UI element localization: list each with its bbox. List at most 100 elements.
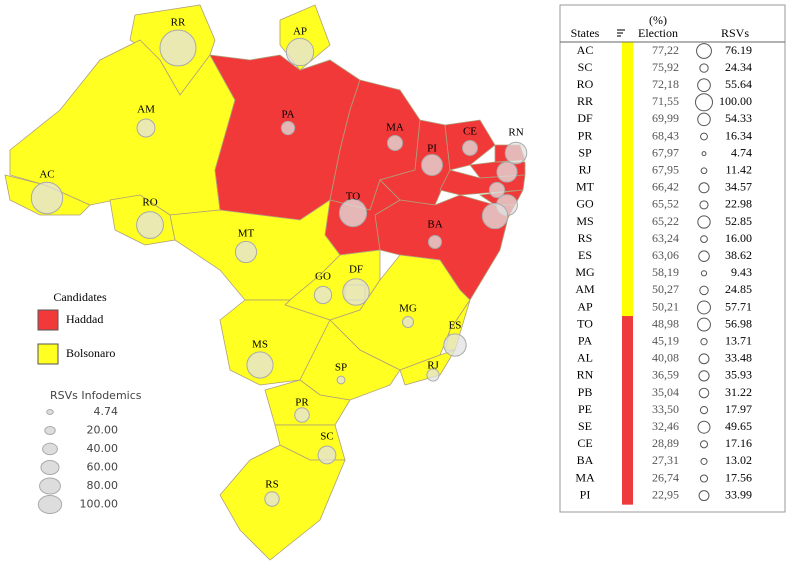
table-bubble: [697, 300, 711, 315]
election-bar: [622, 350, 633, 368]
election-bar: [622, 127, 633, 146]
state-label: AM: [137, 104, 155, 116]
table-bubble: [697, 78, 711, 93]
election-bar: [622, 384, 633, 403]
table-bubble: [699, 440, 709, 449]
election-bar: [622, 76, 633, 95]
map-bubble: [426, 368, 440, 382]
election-bar: [622, 367, 633, 385]
state-label: MG: [399, 303, 417, 315]
table-election: 36,59: [652, 368, 679, 382]
size-legend-label: 40.00: [87, 442, 119, 455]
map-bubble: [336, 375, 346, 385]
table-election: 67,95: [652, 162, 679, 176]
table-state: RR: [577, 94, 593, 108]
legend-label: Bolsonaro: [66, 346, 115, 360]
map-bubble: [386, 134, 404, 152]
table-rsv: 33.99: [725, 487, 752, 501]
size-legend-label: 4.74: [94, 405, 119, 418]
table-election: 68,43: [652, 128, 679, 142]
state-label: PA: [281, 109, 294, 121]
table-rsv: 17.56: [725, 470, 752, 484]
size-legend-title: RSVs Infodemics: [50, 389, 142, 402]
table-rsv: 13.02: [725, 453, 752, 467]
table-rsv: 31.22: [725, 385, 752, 399]
election-bar: [622, 162, 633, 180]
map-bubble: [342, 278, 370, 306]
table-rsv: 35.93: [725, 368, 752, 382]
table-election: 65,52: [652, 197, 679, 211]
state-region: [399, 349, 456, 386]
table-rsv: 24.85: [725, 282, 752, 296]
size-legend-label: 60.00: [87, 461, 119, 474]
table-bubble: [698, 182, 710, 194]
table-state: DF: [577, 111, 593, 125]
table-rsv: 17.16: [725, 436, 752, 450]
map: RR AP AM PA MA CE RN PI AC TO RO MT BA GO DF MG ES MS SP RJ…: [4, 4, 528, 561]
table-state: CE: [577, 436, 592, 450]
legend-title: Candidates: [53, 290, 107, 304]
map-bubble: [136, 118, 156, 138]
table-election: 50,27: [652, 282, 679, 296]
election-bar: [622, 196, 633, 214]
map-bubble: [401, 315, 415, 329]
election-bar: [622, 230, 633, 249]
map-bubble: [136, 211, 164, 239]
election-bar: [622, 145, 633, 163]
table-rsv: 11.42: [725, 162, 752, 176]
election-bar: [622, 42, 633, 61]
table-bubble: [701, 151, 707, 157]
table-state: AM: [575, 282, 595, 296]
table-bubble: [699, 200, 709, 210]
table-election: 69,99: [652, 111, 679, 125]
table-election: 45,19: [652, 333, 679, 347]
state-label: RN: [508, 127, 523, 139]
table-bubble: [698, 353, 710, 365]
map-bubble: [428, 235, 442, 249]
election-bar: [622, 213, 633, 232]
state-label: SC: [320, 431, 333, 443]
table-election: 33,50: [652, 402, 679, 416]
state-label: RJ: [427, 360, 439, 372]
election-bar: [622, 264, 633, 283]
table-election: 63,24: [652, 231, 679, 245]
table-state: RS: [578, 231, 593, 245]
table-rsv: 13.71: [725, 333, 752, 347]
table-bubble: [697, 112, 711, 127]
election-bar: [622, 110, 633, 129]
map-bubble: [338, 198, 368, 228]
map-bubble: [488, 181, 506, 199]
table-state: AL: [577, 351, 593, 365]
election-bar: [622, 435, 633, 454]
state-label: MT: [238, 228, 255, 240]
election-bar: [622, 418, 633, 437]
table-rsv: 24.34: [725, 60, 752, 74]
header-states: States: [571, 26, 600, 40]
state-label: AP: [293, 26, 307, 38]
table-election: 48,98: [652, 316, 679, 330]
map-bubble: [30, 181, 64, 215]
map-bubble: [159, 29, 197, 67]
table-bubble: [698, 250, 710, 262]
map-bubble: [285, 37, 315, 67]
map-bubble: [294, 407, 310, 423]
map-bubble: [504, 141, 528, 165]
table-state: MG: [575, 265, 595, 279]
state-label: CE: [463, 126, 477, 138]
legend-swatch: [37, 309, 59, 331]
state-label: RR: [171, 17, 186, 29]
table-bubble: [695, 93, 713, 112]
table-bubble: [699, 474, 709, 483]
table-bubble: [700, 457, 708, 465]
state-label: MS: [252, 339, 268, 351]
state-label: RS: [265, 479, 278, 491]
state-label: AC: [39, 169, 54, 181]
state-label: ES: [449, 320, 462, 332]
table-rsv: 76.19: [725, 43, 752, 57]
map-bubble: [246, 351, 274, 379]
size-legend-bubble: [40, 460, 60, 475]
election-bar: [622, 281, 633, 300]
size-legend-bubble: [42, 442, 58, 456]
